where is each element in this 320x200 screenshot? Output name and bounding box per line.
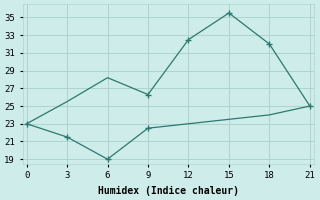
X-axis label: Humidex (Indice chaleur): Humidex (Indice chaleur)	[98, 186, 239, 196]
